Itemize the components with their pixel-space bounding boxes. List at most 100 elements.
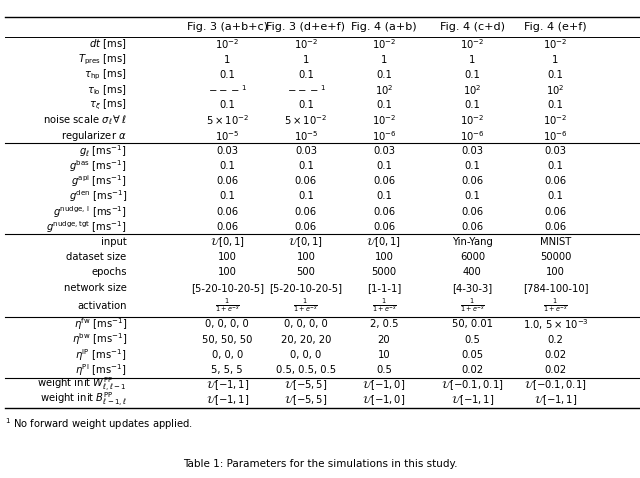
Text: $\mathcal{U}[-5,5]$: $\mathcal{U}[-5,5]$	[284, 378, 328, 392]
Text: 1: 1	[303, 54, 309, 65]
Text: $\mathcal{U}[-1,1]$: $\mathcal{U}[-1,1]$	[205, 378, 249, 392]
Text: $\mathcal{U}[-0.1,0.1]$: $\mathcal{U}[-0.1,0.1]$	[441, 378, 504, 392]
Text: 0.06: 0.06	[216, 206, 238, 217]
Text: 0.1: 0.1	[465, 191, 480, 201]
Text: 0.1: 0.1	[548, 161, 563, 171]
Text: weight init $B^{\mathrm{PP}}_{\ell-1,\ell}$: weight init $B^{\mathrm{PP}}_{\ell-1,\el…	[40, 391, 127, 409]
Text: 100: 100	[218, 267, 237, 277]
Text: 0.1: 0.1	[548, 100, 563, 110]
Text: noise scale $\sigma_{\ell}\,\forall\,\ell$: noise scale $\sigma_{\ell}\,\forall\,\el…	[43, 113, 127, 127]
Text: $1.0,\,5\times10^{-3}$: $1.0,\,5\times10^{-3}$	[523, 317, 588, 332]
Text: $10^{-6}$: $10^{-6}$	[460, 129, 484, 142]
Text: $10^{-2}$: $10^{-2}$	[294, 37, 318, 51]
Text: 1: 1	[224, 54, 230, 65]
Text: Fig. 4 (c+d): Fig. 4 (c+d)	[440, 22, 505, 32]
Text: 0.1: 0.1	[376, 70, 392, 80]
Text: $\eta^{\mathrm{PI}}$ [ms$^{-1}$]: $\eta^{\mathrm{PI}}$ [ms$^{-1}$]	[76, 362, 127, 378]
Text: 0.06: 0.06	[373, 206, 395, 217]
Text: Fig. 3 (a+b+c): Fig. 3 (a+b+c)	[187, 22, 268, 32]
Text: [4-30-3]: [4-30-3]	[452, 282, 492, 293]
Text: weight init $W^{\mathrm{PP}}_{\ell,\ell-1}$: weight init $W^{\mathrm{PP}}_{\ell,\ell-…	[37, 376, 127, 394]
Text: 0.1: 0.1	[548, 191, 563, 201]
Text: 0.1: 0.1	[298, 100, 314, 110]
Text: 0, 0, 0, 0: 0, 0, 0, 0	[284, 319, 328, 329]
Text: $\frac{1}{1+e^{-x}}$: $\frac{1}{1+e^{-x}}$	[543, 297, 568, 315]
Text: $\mathcal{U}[0,1]$: $\mathcal{U}[0,1]$	[367, 235, 401, 249]
Text: $\eta^{\mathrm{bw}}$ [ms$^{-1}$]: $\eta^{\mathrm{bw}}$ [ms$^{-1}$]	[72, 332, 127, 348]
Text: 500: 500	[296, 267, 316, 277]
Text: $\tau_{\mathrm{hp}}$ [ms]: $\tau_{\mathrm{hp}}$ [ms]	[84, 67, 127, 82]
Text: $\mathcal{U}[-1,1]$: $\mathcal{U}[-1,1]$	[205, 393, 249, 407]
Text: 100: 100	[546, 267, 565, 277]
Text: $\mathrm{---}^{1}$: $\mathrm{---}^{1}$	[287, 85, 325, 95]
Text: 5000: 5000	[371, 267, 397, 277]
Text: $5\times10^{-2}$: $5\times10^{-2}$	[284, 113, 328, 127]
Text: $10^{-2}$: $10^{-2}$	[460, 37, 484, 51]
Text: $\mathcal{U}[-1,0]$: $\mathcal{U}[-1,0]$	[362, 393, 406, 407]
Text: 0.06: 0.06	[545, 222, 566, 232]
Text: $10^{-6}$: $10^{-6}$	[543, 129, 568, 142]
Text: 0.1: 0.1	[220, 100, 235, 110]
Text: Fig. 4 (e+f): Fig. 4 (e+f)	[524, 22, 587, 32]
Text: $g^{\mathrm{den}}$ [ms$^{-1}$]: $g^{\mathrm{den}}$ [ms$^{-1}$]	[68, 188, 127, 204]
Text: 0.03: 0.03	[295, 146, 317, 156]
Text: 0.03: 0.03	[545, 146, 566, 156]
Text: 0.03: 0.03	[461, 146, 483, 156]
Text: 0.5: 0.5	[465, 335, 480, 345]
Text: 0, 0, 0: 0, 0, 0	[291, 350, 321, 360]
Text: $g^{\mathrm{nudge,\,I}}$ [ms$^{-1}$]: $g^{\mathrm{nudge,\,I}}$ [ms$^{-1}$]	[53, 204, 127, 219]
Text: $\eta^{\mathrm{fw}}$ [ms$^{-1}$]: $\eta^{\mathrm{fw}}$ [ms$^{-1}$]	[74, 316, 127, 332]
Text: 6000: 6000	[460, 252, 485, 262]
Text: $\mathcal{U}[-1,1]$: $\mathcal{U}[-1,1]$	[451, 393, 494, 407]
Text: 0.06: 0.06	[461, 206, 483, 217]
Text: $g^{\mathrm{nudge,tgt}}$ [ms$^{-1}$]: $g^{\mathrm{nudge,tgt}}$ [ms$^{-1}$]	[46, 219, 127, 235]
Text: 50, 0.01: 50, 0.01	[452, 319, 493, 329]
Text: $10^{-2}$: $10^{-2}$	[372, 113, 396, 127]
Text: $\mathcal{U}[0,1]$: $\mathcal{U}[0,1]$	[210, 235, 244, 249]
Text: 0.06: 0.06	[461, 222, 483, 232]
Text: Fig. 4 (a+b): Fig. 4 (a+b)	[351, 22, 417, 32]
Text: $10^{-2}$: $10^{-2}$	[372, 37, 396, 51]
Text: Yin-Yang: Yin-Yang	[452, 237, 493, 247]
Text: 0.06: 0.06	[216, 176, 238, 186]
Text: 2, 0.5: 2, 0.5	[370, 319, 398, 329]
Text: 0.1: 0.1	[298, 191, 314, 201]
Text: dataset size: dataset size	[67, 252, 127, 262]
Text: activation: activation	[77, 301, 127, 311]
Text: 0.06: 0.06	[295, 222, 317, 232]
Text: $\mathcal{U}[0,1]$: $\mathcal{U}[0,1]$	[289, 235, 323, 249]
Text: 0.06: 0.06	[295, 176, 317, 186]
Text: 50, 50, 50: 50, 50, 50	[202, 335, 252, 345]
Text: $\eta^{\mathrm{IP}}$ [ms$^{-1}$]: $\eta^{\mathrm{IP}}$ [ms$^{-1}$]	[76, 347, 127, 363]
Text: $10^{2}$: $10^{2}$	[463, 83, 481, 97]
Text: $10^{-5}$: $10^{-5}$	[215, 129, 239, 142]
Text: 100: 100	[296, 252, 316, 262]
Text: $10^{-5}$: $10^{-5}$	[294, 129, 318, 142]
Text: 0.06: 0.06	[545, 206, 566, 217]
Text: 0.1: 0.1	[220, 70, 235, 80]
Text: 0.2: 0.2	[548, 335, 563, 345]
Text: 0.02: 0.02	[461, 365, 483, 375]
Text: epochs: epochs	[92, 267, 127, 277]
Text: 0.03: 0.03	[216, 146, 238, 156]
Text: $\mathcal{U}[-1,1]$: $\mathcal{U}[-1,1]$	[534, 393, 577, 407]
Text: 0.06: 0.06	[545, 176, 566, 186]
Text: [5-20-10-20-5]: [5-20-10-20-5]	[191, 282, 264, 293]
Text: 0.06: 0.06	[373, 176, 395, 186]
Text: 0.1: 0.1	[376, 161, 392, 171]
Text: 1: 1	[381, 54, 387, 65]
Text: $g^{\mathrm{api}}$ [ms$^{-1}$]: $g^{\mathrm{api}}$ [ms$^{-1}$]	[71, 174, 127, 189]
Text: 20, 20, 20: 20, 20, 20	[281, 335, 331, 345]
Text: $g^{\mathrm{bas}}$ [ms$^{-1}$]: $g^{\mathrm{bas}}$ [ms$^{-1}$]	[69, 158, 127, 174]
Text: $\tau_{\xi}$ [ms]: $\tau_{\xi}$ [ms]	[90, 98, 127, 112]
Text: 0.02: 0.02	[545, 350, 566, 360]
Text: $g_{\ell}$ [ms$^{-1}$]: $g_{\ell}$ [ms$^{-1}$]	[79, 143, 127, 159]
Text: $\frac{1}{1+e^{-x}}$: $\frac{1}{1+e^{-x}}$	[293, 297, 319, 315]
Text: $\frac{1}{1+e^{-x}}$: $\frac{1}{1+e^{-x}}$	[460, 297, 485, 315]
Text: 20: 20	[378, 335, 390, 345]
Text: 0.5, 0.5, 0.5: 0.5, 0.5, 0.5	[276, 365, 336, 375]
Text: 0, 0, 0: 0, 0, 0	[212, 350, 243, 360]
Text: 100: 100	[374, 252, 394, 262]
Text: $10^{-6}$: $10^{-6}$	[372, 129, 396, 142]
Text: 0.1: 0.1	[376, 100, 392, 110]
